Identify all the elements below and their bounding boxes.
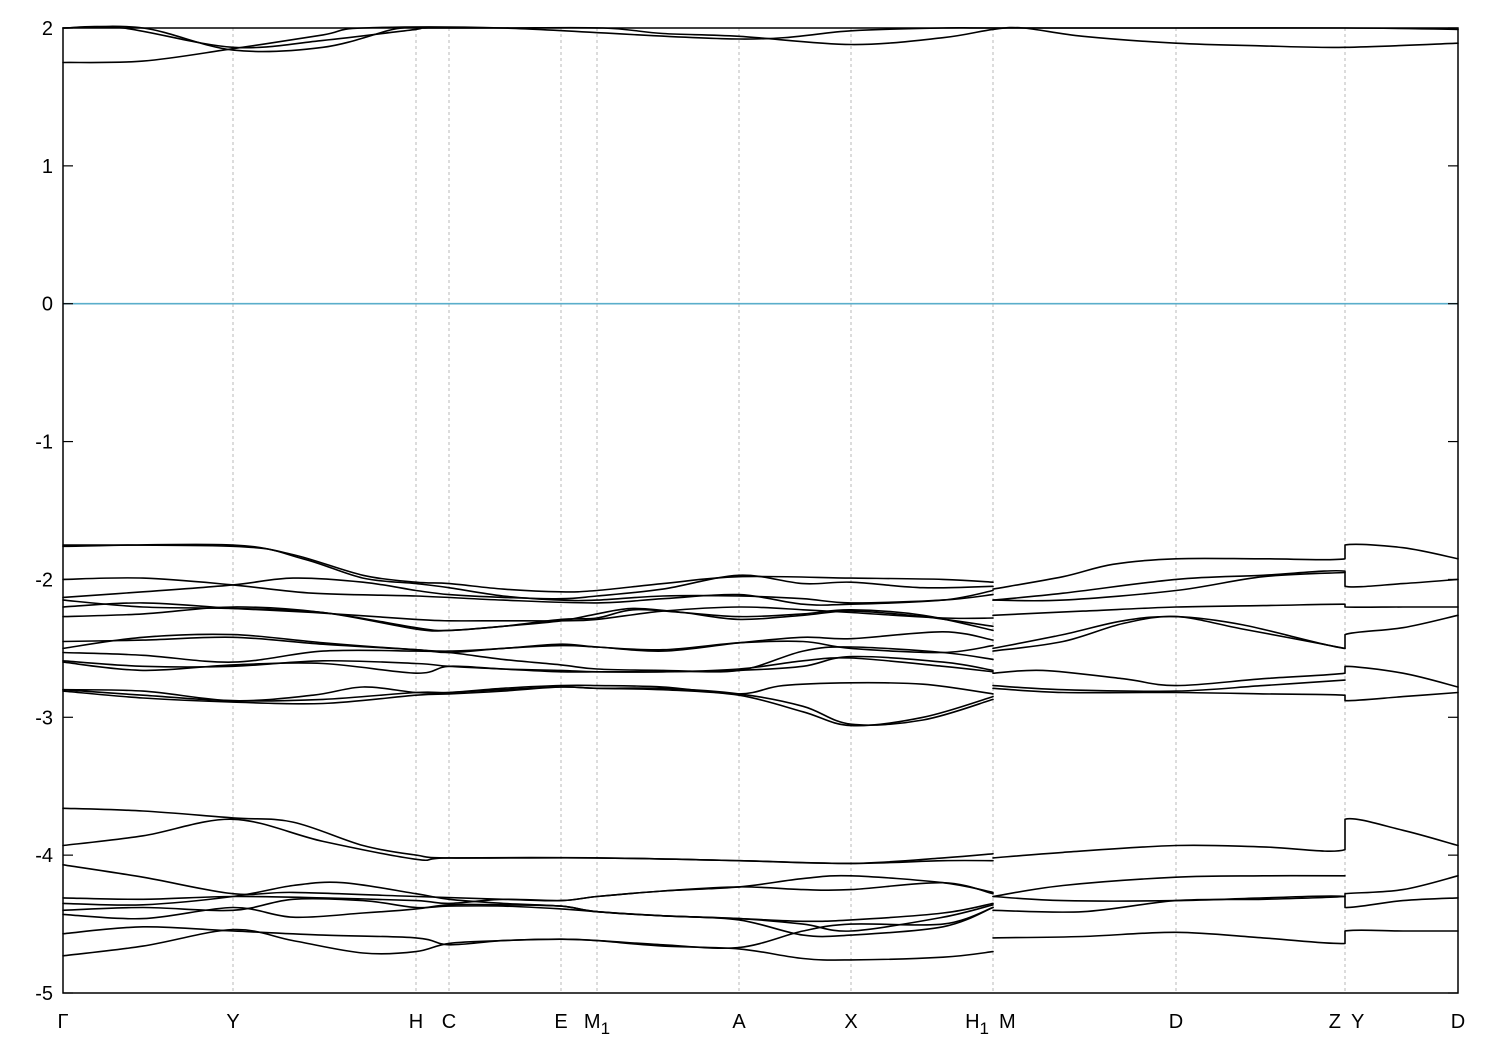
y-tick-label-6: -4 <box>35 845 53 867</box>
band-line-6 <box>62 574 994 600</box>
x-tick-subscript-8: 1 <box>980 1019 989 1038</box>
y-axis-ticks: 2 1 0 -1 -2 -3 -4 -5 <box>35 18 1458 1005</box>
band-line-1 <box>62 26 1459 64</box>
band-line-3 <box>62 544 994 593</box>
y-tick-label-7: -5 <box>35 983 53 1005</box>
band-line-8 <box>62 606 994 632</box>
band-line-38 <box>992 895 1459 909</box>
band-line-27 <box>992 543 1459 590</box>
band-line-0 <box>62 25 1459 49</box>
band-line-28 <box>992 569 1459 601</box>
band-line-20 <box>62 864 994 902</box>
x-tick-subscript-5: 1 <box>601 1019 610 1038</box>
x-tick-label-13: D <box>1451 1011 1465 1033</box>
y-tick-label-3: -1 <box>35 432 53 454</box>
band-line-34 <box>992 679 1346 693</box>
band-line-31 <box>992 614 1459 650</box>
x-tick-label-2: H <box>409 1011 423 1033</box>
x-tick-label-12: Y <box>1351 1011 1364 1033</box>
y-tick-label-5: -3 <box>35 707 53 729</box>
band-line-10 <box>62 630 994 654</box>
band-line-23 <box>62 897 994 932</box>
x-tick-label-8: H1 <box>965 1011 989 1038</box>
band-line-32 <box>992 615 1346 652</box>
band-line-36 <box>992 817 1459 859</box>
band-line-39 <box>992 875 1459 913</box>
x-tick-label-10: D <box>1169 1011 1183 1033</box>
band-line-33 <box>992 665 1459 688</box>
band-line-14 <box>62 656 994 675</box>
band-lines-layer <box>62 25 1459 961</box>
x-tick-label-5: M1 <box>584 1011 610 1038</box>
x-tick-label-0: Γ <box>57 1011 68 1033</box>
band-line-37 <box>992 874 1346 898</box>
x-axis-ticks: Γ Y H C E M1 A X H1 M D Z Y D <box>57 1011 1465 1038</box>
band-line-17 <box>62 686 994 726</box>
x-tick-label-7: X <box>844 1011 857 1033</box>
x-tick-label-3: C <box>442 1011 456 1033</box>
band-line-21 <box>62 874 994 905</box>
band-line-40 <box>992 929 1459 945</box>
band-line-16 <box>62 686 994 727</box>
x-tick-label-6: A <box>732 1011 746 1033</box>
band-line-12 <box>62 646 994 673</box>
plot-frame <box>62 27 1459 994</box>
band-line-29 <box>992 571 1346 602</box>
band-line-18 <box>62 807 994 865</box>
x-tick-label-9: M <box>999 1011 1016 1033</box>
band-line-19 <box>62 818 994 865</box>
band-line-24 <box>62 903 994 938</box>
y-tick-label-4: -2 <box>35 569 53 591</box>
x-tick-label-4: E <box>554 1011 567 1033</box>
band-line-26 <box>62 928 994 961</box>
band-line-9 <box>62 602 994 622</box>
band-line-30 <box>992 603 1459 617</box>
band-line-25 <box>62 906 994 950</box>
y-tick-label-1: 1 <box>42 156 53 178</box>
y-tick-label-2: 0 <box>42 294 53 316</box>
band-line-35 <box>992 687 1459 702</box>
grid-layer <box>232 28 1346 993</box>
x-tick-label-1: Y <box>226 1011 239 1033</box>
band-line-4 <box>62 543 994 604</box>
y-tick-label-0: 2 <box>42 18 53 40</box>
x-tick-label-11: Z <box>1329 1011 1341 1033</box>
